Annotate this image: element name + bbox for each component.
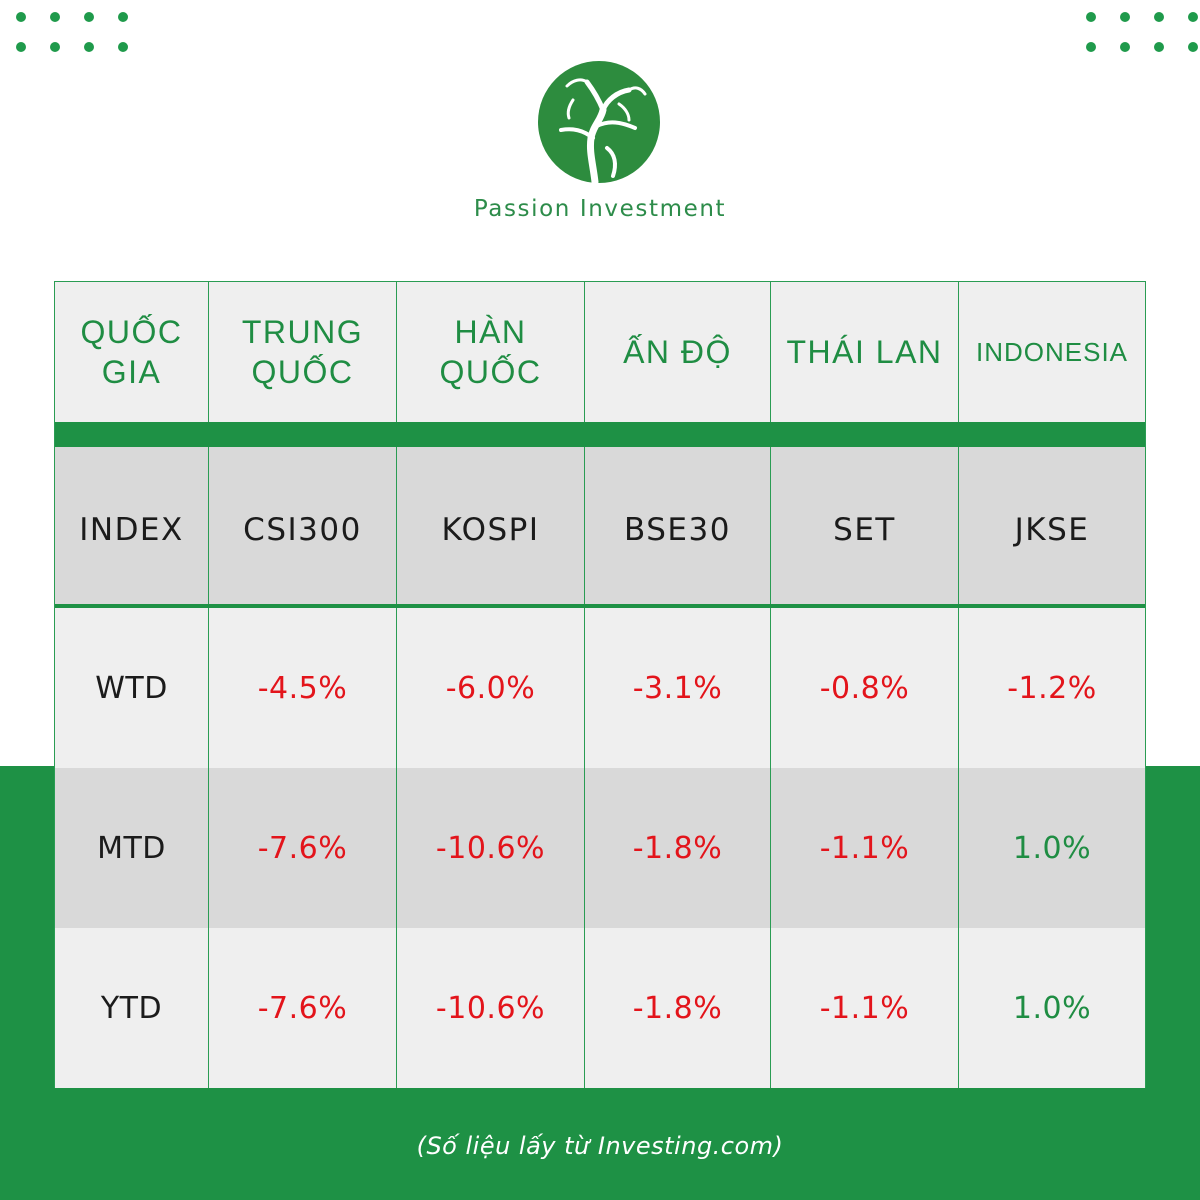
decorative-dots-right	[1086, 12, 1200, 52]
table-header-row: QUỐC GIA TRUNG QUỐC HÀN QUỐC ẤN ĐỘ THÁI …	[55, 282, 1145, 422]
value-cell: -4.5%	[209, 608, 397, 768]
value-cell: -1.1%	[771, 928, 959, 1088]
row-label: WTD	[55, 608, 209, 768]
row-label: MTD	[55, 768, 209, 928]
index-cell: KOSPI	[397, 447, 585, 604]
index-cell: BSE30	[585, 447, 771, 604]
index-cell: CSI300	[209, 447, 397, 604]
index-cell: INDEX	[55, 447, 209, 604]
header-cell: THÁI LAN	[771, 282, 959, 422]
value-cell: -1.2%	[1007, 670, 1097, 706]
header-cell: QUỐC GIA	[55, 282, 209, 422]
value-cell: -1.1%	[771, 768, 959, 928]
index-cell: JKSE	[1014, 511, 1090, 548]
value-cell: -7.6%	[209, 928, 397, 1088]
source-note: (Số liệu lấy từ Investing.com)	[416, 1132, 784, 1160]
value-cell: -10.6%	[397, 768, 585, 928]
value-cell: 1.0%	[1012, 990, 1092, 1026]
header-cell: ẤN ĐỘ	[585, 282, 771, 422]
value-cell: 1.0%	[1012, 830, 1092, 866]
row-label: YTD	[55, 928, 209, 1088]
table-row: YTD -7.6% -10.6% -1.8% -1.1% 1.0%	[55, 928, 1145, 1088]
table-row: MTD -7.6% -10.6% -1.8% -1.1% 1.0%	[55, 768, 1145, 928]
value-cell: -0.8%	[771, 608, 959, 768]
table-row: WTD -4.5% -6.0% -3.1% -0.8% -1.2%	[55, 608, 1145, 768]
index-cell: SET	[771, 447, 959, 604]
value-cell: -1.8%	[585, 928, 771, 1088]
value-cell: -3.1%	[585, 608, 771, 768]
header-cell: TRUNG QUỐC	[209, 282, 397, 422]
decorative-dots-left	[16, 12, 152, 52]
index-row: INDEX CSI300 KOSPI BSE30 SET JKSE	[55, 447, 1145, 608]
value-cell: -6.0%	[397, 608, 585, 768]
market-index-table: QUỐC GIA TRUNG QUỐC HÀN QUỐC ẤN ĐỘ THÁI …	[54, 281, 1146, 1088]
header-divider	[55, 422, 1145, 447]
header-cell: HÀN QUỐC	[397, 282, 585, 422]
brand-name: Passion Investment	[473, 196, 727, 222]
value-cell: -7.6%	[209, 768, 397, 928]
tree-logo-icon	[538, 61, 660, 184]
value-cell: -10.6%	[397, 928, 585, 1088]
value-cell: -1.8%	[585, 768, 771, 928]
header-cell: INDONESIA	[975, 337, 1129, 367]
